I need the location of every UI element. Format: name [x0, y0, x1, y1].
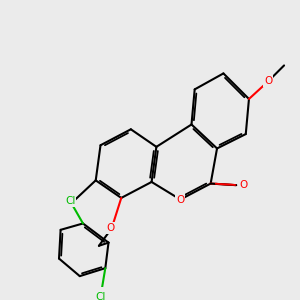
Text: O: O — [106, 223, 114, 233]
Text: O: O — [176, 194, 184, 205]
Text: Cl: Cl — [95, 292, 106, 300]
Text: O: O — [264, 76, 272, 86]
Text: O: O — [239, 180, 247, 190]
Text: Cl: Cl — [65, 196, 75, 206]
